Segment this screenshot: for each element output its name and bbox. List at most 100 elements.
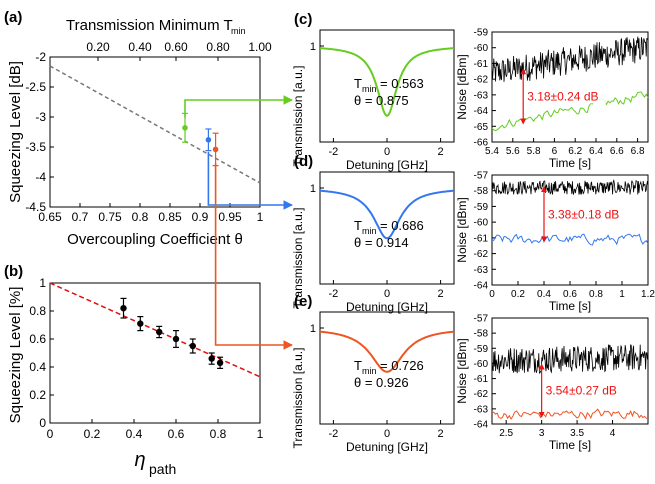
x-tick-label: 6.6 <box>610 146 624 157</box>
x-tick-label: 2 <box>438 428 444 440</box>
x-axis-label-subscript: path <box>149 461 176 477</box>
data-point <box>120 305 127 312</box>
x-tick-label: 0 <box>384 146 390 158</box>
panel-e-transmission: -2 0 2 1 (e) Detuning [GHz] Transmission [a.u.… <box>291 293 455 454</box>
y-tick-label: 1 <box>310 41 316 53</box>
x-tick-label: -2 <box>329 146 339 158</box>
data-point <box>212 146 219 153</box>
y-tick-label: -63 <box>474 265 489 276</box>
x-tick-label: 6.8 <box>631 146 645 157</box>
y-axis-label: Squeezing Level [dB] <box>7 61 24 203</box>
annot-t-subscript: min <box>362 84 377 94</box>
data-point <box>189 342 196 350</box>
x-tick-label: 0.7 <box>72 210 89 224</box>
x-tick-label: 0.8 <box>132 210 149 224</box>
x-axis-label: Detuning [GHz] <box>346 440 428 454</box>
y-tick-label: -66 <box>474 138 489 149</box>
y-tick-label: -2.5 <box>25 80 46 94</box>
x-tick-label: 0.6 <box>168 427 185 441</box>
y-tick-label: -64 <box>474 420 489 431</box>
transmission-curve <box>319 47 455 118</box>
panel-a: 0.65 0.7 0.75 0.8 0.85 0.9 0.95 1 -2 -2.5 -3 -3.5 -4… <box>4 9 272 248</box>
x-tick-label: -2 <box>329 428 339 440</box>
x-tick-label: 0.9 <box>192 210 209 224</box>
panel-b: 0 0.2 0.4 0.6 0.8 1 0 0.2 0.4 0.6 0.8 1 (b) Squeezing… <box>4 263 264 477</box>
y-tick-label: -3 <box>35 110 46 124</box>
annot-theta: θ = 0.914 <box>354 235 409 250</box>
axes-frame <box>49 56 261 208</box>
top-tick-label: 1.00 <box>248 40 272 54</box>
y-tick-label: -57 <box>474 314 489 325</box>
x-tick-label: 6.2 <box>568 146 582 157</box>
squeezed-noise-trace <box>491 408 649 420</box>
x-tick-label: 0.2 <box>84 427 101 441</box>
x-tick-label: 3.5 <box>570 428 584 439</box>
annot-t-subscript: min <box>362 366 377 376</box>
y-tick-label: -2 <box>35 50 46 64</box>
x-tick-label: 3 <box>539 428 545 439</box>
x-tick-label: 1 <box>257 210 264 224</box>
y-tick-label: -61 <box>474 59 489 70</box>
y-tick-label: -3.5 <box>25 140 46 154</box>
panel-label: (e) <box>294 293 312 310</box>
x-tick-label: 0.4 <box>126 427 143 441</box>
x-tick-label: 1.2 <box>641 289 655 300</box>
panel-c-transmission: -2 0 2 1 (c) Detuning [GHz] Transmission [a.u.… <box>291 11 455 172</box>
y-tick-label: 0.4 <box>29 360 46 374</box>
squeezing-annotation: 3.38±0.18 dB <box>548 207 619 221</box>
x-tick-label: 0.2 <box>511 289 525 300</box>
y-axis-label: Noise [dBm] <box>455 197 469 262</box>
x-axis-label: Time [s] <box>549 156 591 170</box>
y-axis-label: Squeezing Level [%] <box>7 287 24 424</box>
annot-theta: θ = 0.926 <box>354 375 409 390</box>
annot-theta: θ = 0.875 <box>354 93 409 108</box>
y-tick-label: -60 <box>474 359 489 370</box>
x-tick-label: 0 <box>384 428 390 440</box>
y-tick-label: -61 <box>474 233 489 244</box>
axes-frame <box>491 31 649 143</box>
panel-label: (b) <box>4 263 23 280</box>
connector-arrows <box>184 95 293 350</box>
y-tick-label: -64 <box>474 281 489 292</box>
y-tick-label: -65 <box>474 122 489 133</box>
y-tick-label: -59 <box>474 28 489 39</box>
theory-line <box>49 282 261 378</box>
annot-t-label: T <box>354 218 362 233</box>
data-point <box>182 125 188 131</box>
reference-noise-trace <box>491 344 649 374</box>
y-axis-label: Transmission [a.u.] <box>291 208 305 309</box>
x-tick-label: 0.85 <box>158 210 182 224</box>
connector-green <box>184 95 293 118</box>
y-tick-label: 1 <box>310 323 316 335</box>
x-tick-label: 0.8 <box>210 427 227 441</box>
y-tick-label: -59 <box>474 202 489 213</box>
y-tick-label: -63 <box>474 404 489 415</box>
y-tick-label: -57 <box>474 171 489 182</box>
transmission-curve <box>319 189 455 240</box>
x-tick-label: 0.75 <box>98 210 122 224</box>
panel-d-transmission: -2 0 2 1 (d) Detuning [GHz] Transmission [a.u.… <box>291 153 455 314</box>
y-tick-label: -59 <box>474 344 489 355</box>
x-tick-label: 5.4 <box>485 146 499 157</box>
panel-label: (a) <box>4 9 22 26</box>
panel-e-noise: 2.5 3 3.5 4 -57 -58 -59 -60 -61 -62 -63 -64 Time [s]… <box>455 314 649 452</box>
x-tick-label: 2 <box>438 146 444 158</box>
x-axis-label: Detuning [GHz] <box>346 300 428 314</box>
squeezed-noise-trace <box>491 91 649 132</box>
top-tick-label: 0.40 <box>128 40 152 54</box>
y-tick-label: 0 <box>39 416 46 430</box>
x-tick-label: 1 <box>619 289 625 300</box>
top-axis-subscript: min <box>231 26 246 36</box>
y-tick-label: -61 <box>474 374 489 385</box>
axes-frame <box>491 174 649 286</box>
y-tick-label: 0.6 <box>29 332 46 346</box>
y-tick-label: 1 <box>310 183 316 195</box>
annotation-background <box>526 89 607 104</box>
y-tick-label: -62 <box>474 389 489 400</box>
squeezing-annotation: 3.54±0.27 dB <box>546 384 617 398</box>
data-point <box>172 335 180 343</box>
panel-d-noise: 0 0.2 0.4 0.6 0.8 1 1.2 -57 -58 -59 -60 -61 -62 -63 -6… <box>455 171 655 314</box>
x-axis-label: Overcoupling Coefficient θ <box>67 231 243 248</box>
top-tick-label: 0.60 <box>164 40 188 54</box>
